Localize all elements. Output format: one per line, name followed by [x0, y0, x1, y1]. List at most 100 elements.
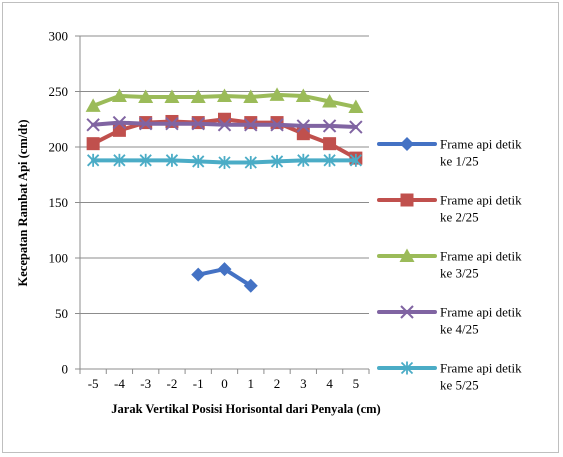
data-point	[217, 262, 232, 277]
series-3	[85, 87, 364, 114]
y-tick-label: 100	[49, 251, 69, 266]
legend-label: ke 1/25	[440, 154, 479, 169]
data-point-stroke	[112, 115, 127, 130]
data-point	[138, 89, 154, 104]
data-point	[192, 154, 205, 168]
data-point	[86, 153, 100, 167]
data-point	[295, 88, 311, 102]
data-point	[322, 119, 337, 133]
legend-item-4: Frame api detik ke 4/25	[377, 305, 522, 337]
y-tick-label: 150	[49, 195, 69, 210]
legend-label: Frame api detik	[440, 193, 522, 208]
data-point	[139, 153, 152, 167]
data-point	[269, 87, 285, 101]
y-tick-label: 200	[49, 140, 69, 155]
data-point-stroke	[296, 119, 311, 133]
data-point	[244, 116, 258, 130]
data-point	[400, 305, 414, 319]
x-tick-label: 2	[274, 376, 281, 391]
data-point	[244, 156, 257, 170]
x-tick-label: -5	[88, 376, 99, 391]
data-point	[191, 267, 206, 282]
data-point	[165, 153, 179, 167]
x-axis-label: Jarak Vertikal Posisi Horisontal dari Pe…	[111, 402, 380, 416]
data-point	[165, 114, 179, 128]
data-point-stroke	[191, 116, 205, 131]
y-tick-label: 250	[49, 84, 69, 99]
series-5	[86, 153, 363, 170]
data-point	[86, 118, 100, 132]
data-point	[243, 89, 259, 104]
data-point	[348, 99, 364, 114]
data-point	[322, 93, 338, 108]
x-tick-label: -3	[140, 376, 151, 391]
data-point	[270, 116, 284, 130]
data-point	[190, 89, 206, 104]
data-point	[323, 153, 336, 167]
legend-item-3: Frame api detik ke 3/25	[377, 248, 522, 281]
x-tick-labels: -5 -4 -3 -2 -1 0 1 2 3 4 5	[88, 376, 359, 391]
legend-label: Frame api detik	[440, 361, 522, 376]
series-4	[86, 115, 363, 134]
data-point	[270, 118, 284, 132]
data-point	[85, 98, 101, 112]
data-point	[400, 193, 414, 207]
x-tick-label: -1	[193, 376, 204, 391]
data-point-stroke	[322, 119, 337, 133]
data-point	[111, 88, 127, 102]
data-point	[244, 118, 258, 132]
y-axis-label: Kecepatan Rambat Api (cm/dt)	[16, 120, 30, 287]
legend-label: ke 3/25	[440, 266, 479, 281]
y-tick-label: 50	[55, 306, 68, 321]
series-group	[85, 87, 364, 293]
data-point	[400, 361, 414, 375]
data-point	[323, 137, 337, 151]
data-point	[349, 120, 363, 134]
data-point-stroke	[349, 120, 363, 134]
data-point	[165, 116, 179, 131]
data-point-stroke	[138, 116, 153, 131]
legend-item-1: Frame api detik ke 1/25	[377, 137, 522, 169]
x-tick-label: -2	[167, 376, 178, 391]
data-point	[270, 154, 284, 168]
data-point-stroke	[165, 116, 179, 131]
y-tick-labels: 0 50 100 150 200 250 300	[49, 29, 69, 377]
legend-label: Frame api detik	[440, 305, 522, 320]
data-point	[297, 153, 310, 167]
legend-item-5: Frame api detik ke 5/25	[377, 361, 522, 393]
data-point	[112, 115, 127, 130]
data-point	[138, 116, 153, 131]
data-point	[191, 116, 205, 131]
data-point	[86, 137, 100, 151]
data-point-stroke	[244, 118, 258, 132]
data-point	[399, 248, 415, 262]
legend: Frame api detik ke 1/25 Frame api detik ke …	[377, 137, 522, 393]
x-tick-label: 4	[326, 376, 333, 391]
x-tick-label: 5	[353, 376, 360, 391]
legend-item-2: Frame api detik ke 2/25	[377, 193, 522, 225]
data-point	[113, 153, 126, 167]
x-tick-label: -4	[114, 376, 125, 391]
data-point	[217, 118, 232, 132]
data-point	[243, 278, 258, 293]
y-tick-label: 300	[49, 29, 69, 44]
x-tick-label: 1	[248, 376, 255, 391]
data-point-stroke	[86, 118, 100, 132]
data-point	[217, 88, 232, 102]
x-tick-label: 0	[221, 376, 228, 391]
data-point	[218, 156, 231, 170]
legend-label: Frame api detik	[440, 249, 522, 264]
data-point	[296, 119, 311, 133]
data-point-stroke	[270, 118, 284, 132]
legend-label: ke 5/25	[440, 378, 479, 393]
y-tick-label: 0	[62, 362, 69, 377]
data-point-stroke	[400, 305, 414, 319]
legend-label: ke 2/25	[440, 210, 479, 225]
data-point-stroke	[217, 118, 232, 132]
chart-frame	[2, 2, 559, 453]
series-1	[191, 262, 258, 293]
legend-label: ke 4/25	[440, 322, 479, 337]
data-point	[164, 89, 180, 104]
data-point	[400, 137, 414, 151]
